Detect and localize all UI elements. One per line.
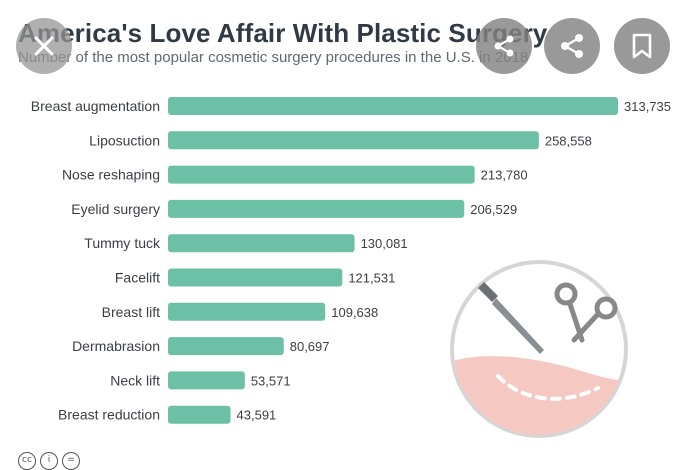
close-icon <box>32 34 56 58</box>
value-label: 213,780 <box>481 168 528 183</box>
share-icon <box>558 32 586 60</box>
bar <box>168 337 284 356</box>
noderivs-icon[interactable]: = <box>62 452 80 470</box>
bar <box>168 199 465 218</box>
bar <box>168 405 231 424</box>
value-label: 313,735 <box>624 99 671 114</box>
bar <box>168 165 475 184</box>
share-alt-icon <box>491 33 517 59</box>
close-button[interactable] <box>16 18 72 74</box>
bookmark-icon <box>630 32 654 60</box>
category-label: Eyelid surgery <box>71 201 160 217</box>
category-label: Breast lift <box>102 304 160 320</box>
chart-subtitle: Number of the most popular cosmetic surg… <box>18 49 529 66</box>
value-label: 206,529 <box>470 202 517 217</box>
category-label: Neck lift <box>110 372 160 388</box>
bar <box>168 268 343 287</box>
bar <box>168 234 355 253</box>
chart-title: America's Love Affair With Plastic Surge… <box>18 18 548 48</box>
category-label: Breast augmentation <box>31 98 160 114</box>
plastic-surgery-illustration <box>450 260 628 438</box>
cc-icon[interactable]: cc <box>18 452 36 470</box>
category-label: Tummy tuck <box>84 235 161 251</box>
value-label: 53,571 <box>251 373 291 388</box>
license-icons: cc i = <box>18 452 80 470</box>
value-label: 121,531 <box>348 271 395 286</box>
category-label: Facelift <box>115 270 160 286</box>
bar <box>168 97 618 115</box>
category-label: Breast reduction <box>58 407 160 423</box>
value-label: 109,638 <box>331 305 378 320</box>
value-label: 130,081 <box>361 236 408 251</box>
bar <box>168 131 539 150</box>
bookmark-button[interactable] <box>614 18 670 74</box>
value-label: 80,697 <box>290 339 330 354</box>
value-label: 258,558 <box>545 133 592 148</box>
category-label: Dermabrasion <box>72 338 160 354</box>
bar <box>168 302 326 321</box>
category-label: Liposuction <box>89 132 160 148</box>
category-label: Nose reshaping <box>62 167 160 183</box>
share-icon-button[interactable] <box>476 18 532 74</box>
bar <box>168 371 245 390</box>
value-label: 43,591 <box>237 408 277 423</box>
attribution-icon[interactable]: i <box>40 452 58 470</box>
share-button[interactable] <box>544 18 600 74</box>
bar-chart: Breast augmentation 313,735 Liposuction 258… <box>31 97 671 424</box>
